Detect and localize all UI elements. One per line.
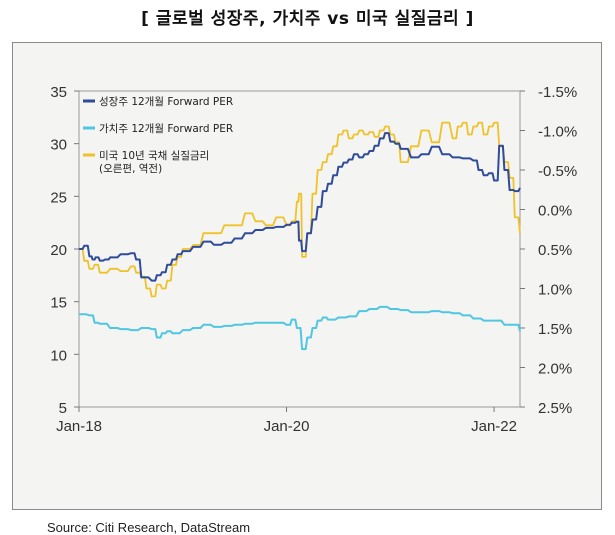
x-tick-label: Jan-22 (471, 418, 517, 435)
legend-yield-label: 미국 10년 국채 실질금리 (99, 150, 209, 162)
legend-value-label: 가치주 12개월 Forward PER (99, 123, 233, 135)
y-right-tick-label: 2.5% (538, 400, 572, 417)
y-left-tick-label: 15 (50, 295, 67, 312)
x-tick-label: Jan-20 (264, 418, 310, 435)
y-right-tick-label: 0.0% (538, 203, 572, 220)
chart-frame: 35 30 25 20 15 10 5 -1.5% -1.0% -0.5% 0.0% 0.5% 1.0%… (12, 42, 602, 535)
y-left-tick-label: 30 (50, 137, 67, 154)
y-left-tick-label: 25 (50, 189, 67, 206)
legend-growth-label: 성장주 12개월 Forward PER (99, 96, 233, 108)
value-per-line (79, 305, 521, 351)
y-right-tick-label: 0.5% (538, 242, 572, 259)
source-note: Source: Citi Research, DataStream (47, 520, 251, 535)
y-right-tick-label: -1.5% (538, 84, 577, 101)
y-right-tick-label: 2.0% (538, 361, 572, 378)
y-right-tick-label: -0.5% (538, 163, 577, 180)
chart-title: [ 글로벌 성장주, 가치주 vs 미국 실질금리 ] (141, 9, 474, 29)
x-tick-label: Jan-18 (56, 418, 102, 435)
y-right-tick-label: 1.0% (538, 282, 572, 299)
growth-per-line (79, 132, 521, 282)
y-right-tick-label: 1.5% (538, 321, 572, 338)
y-right-tick-label: -1.0% (538, 124, 577, 141)
y-left-tick-label: 5 (59, 400, 67, 417)
real-yield-line (79, 121, 521, 298)
y-left-tick-label: 20 (50, 242, 67, 259)
legend-yield-note: (오른편, 역전) (99, 162, 162, 175)
chart-canvas: 35 30 25 20 15 10 5 -1.5% -1.0% -0.5% 0.0% 0.5% 1.0%… (50, 84, 577, 435)
y-left-tick-label: 35 (50, 84, 67, 101)
y-left-tick-label: 10 (50, 347, 67, 364)
